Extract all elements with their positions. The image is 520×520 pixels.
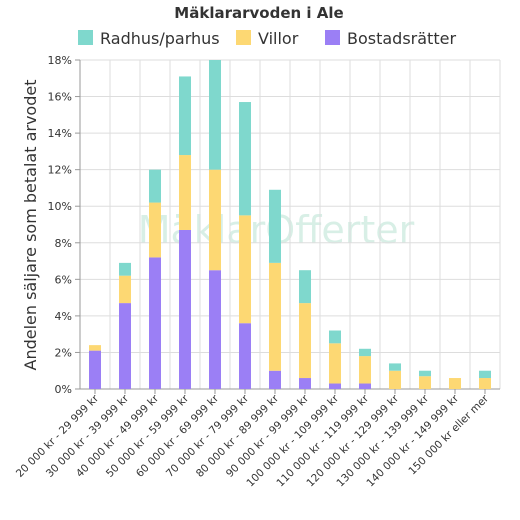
legend-swatch bbox=[78, 30, 93, 45]
bar-segment bbox=[149, 202, 161, 258]
bar-segment bbox=[299, 378, 311, 389]
y-tick-label: 4% bbox=[55, 310, 72, 323]
y-axis-label: Andelen säljare som betalat arvodet bbox=[21, 80, 40, 371]
y-tick-label: 10% bbox=[48, 200, 72, 213]
bar-segment bbox=[299, 303, 311, 379]
y-tick-label: 0% bbox=[55, 383, 72, 396]
bar-segment bbox=[389, 370, 401, 389]
bar-segment bbox=[359, 348, 371, 357]
bar-segment bbox=[149, 257, 161, 389]
bar-segment bbox=[119, 303, 131, 389]
y-tick-label: 18% bbox=[48, 54, 72, 67]
legend-label: Bostadsrätter bbox=[347, 29, 456, 48]
y-tick-label: 12% bbox=[48, 164, 72, 177]
bar-segment bbox=[89, 345, 101, 351]
bar-segment bbox=[89, 350, 101, 389]
legend: Radhus/parhus Villor Bostadsrätter bbox=[78, 29, 456, 48]
bar-segment bbox=[359, 383, 371, 389]
chart-title: Mäklararvoden i Ale bbox=[174, 4, 343, 22]
legend-label: Villor bbox=[258, 29, 299, 48]
bar-segment bbox=[449, 378, 461, 389]
bar-segment bbox=[179, 76, 191, 156]
bar-segment bbox=[239, 215, 251, 324]
bar-segment bbox=[179, 229, 191, 389]
bar-segment bbox=[119, 275, 131, 304]
bar-segment bbox=[269, 262, 281, 371]
bar-segment bbox=[479, 378, 491, 389]
bar-segment bbox=[209, 169, 221, 271]
bars bbox=[89, 60, 491, 389]
y-tick-label: 8% bbox=[55, 237, 72, 250]
bar-segment bbox=[239, 102, 251, 216]
bar-segment bbox=[269, 370, 281, 389]
bar-segment bbox=[149, 169, 161, 203]
bar-segment bbox=[179, 155, 191, 230]
legend-swatch bbox=[236, 30, 251, 45]
y-tick-label: 16% bbox=[48, 91, 72, 104]
y-tick-label: 14% bbox=[48, 127, 72, 140]
y-axis-ticks: 0% 2% 4% 6% 8% 10% 12% 14% 16% 18% bbox=[48, 54, 80, 396]
bar-segment bbox=[299, 270, 311, 304]
bar-segment bbox=[329, 343, 341, 384]
bar-segment bbox=[419, 370, 431, 377]
legend-label: Radhus/parhus bbox=[100, 29, 220, 48]
bar-segment bbox=[329, 383, 341, 389]
y-tick-label: 6% bbox=[55, 273, 72, 286]
bar-segment bbox=[419, 376, 431, 389]
bar-segment bbox=[329, 330, 341, 344]
bar-segment bbox=[209, 270, 221, 389]
legend-swatch bbox=[325, 30, 340, 45]
bar-segment bbox=[119, 262, 131, 276]
bar-segment bbox=[389, 363, 401, 371]
bar-segment bbox=[359, 356, 371, 384]
y-tick-label: 2% bbox=[55, 346, 72, 359]
bar-segment bbox=[209, 60, 221, 170]
bar-segment bbox=[479, 370, 491, 379]
bar-segment bbox=[269, 189, 281, 263]
bar-segment bbox=[239, 323, 251, 389]
